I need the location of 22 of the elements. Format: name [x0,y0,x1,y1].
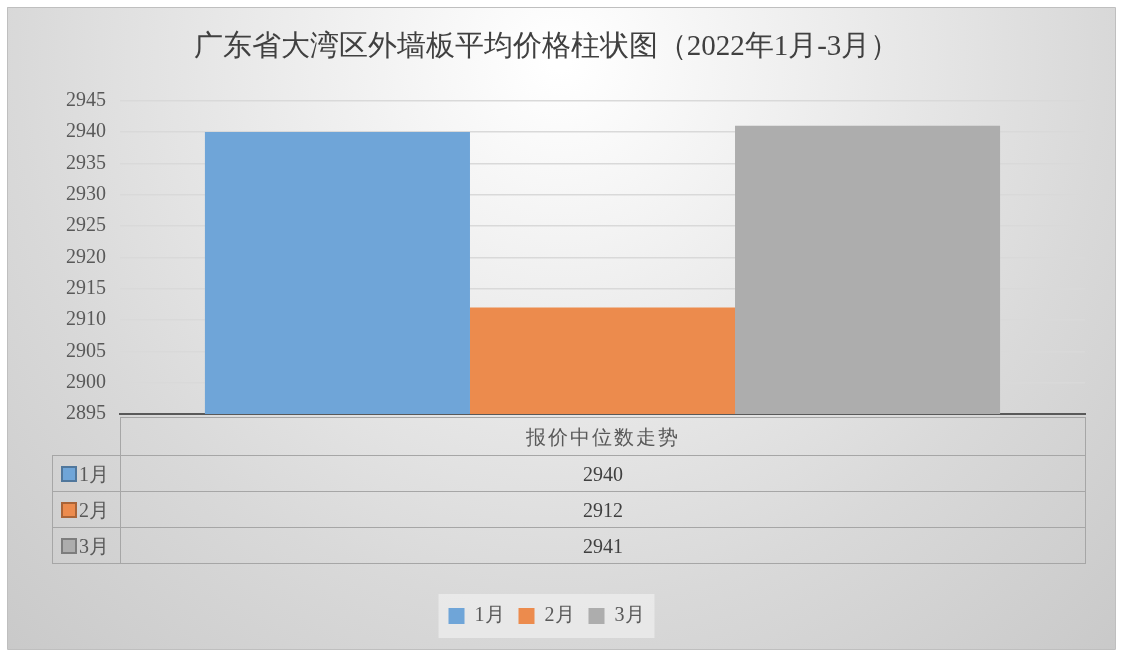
y-tick-label: 2930 [66,182,106,205]
y-tick-label: 2935 [66,150,106,173]
y-tick-label: 2925 [66,213,106,236]
legend-label: 2月 [544,603,575,626]
text: 3月 [79,534,109,557]
y-tick-label: 2945 [66,88,106,111]
y-tick-label: 2905 [66,338,106,361]
legend-label: 1月 [474,603,505,626]
text: 2940 [120,455,1086,492]
y-tick-label: 2895 [66,401,106,424]
text: 2月 [79,498,109,521]
legend-label: 3月 [614,603,645,626]
x-tick-label: 报价中位数走势 [120,417,1086,456]
text: 2912 [120,491,1086,528]
y-tick-label: 2940 [66,119,106,142]
y-tick-label: 2920 [66,244,106,267]
y-tick-label: 2900 [66,369,106,392]
chart-title: 广东省大湾区外墙板平均价格柱状图（2022年1月-3月） [193,29,900,62]
text: 2941 [120,527,1086,564]
y-tick-label: 2910 [66,307,106,330]
y-tick-label: 2915 [66,275,106,298]
text: 1月 [79,462,109,485]
